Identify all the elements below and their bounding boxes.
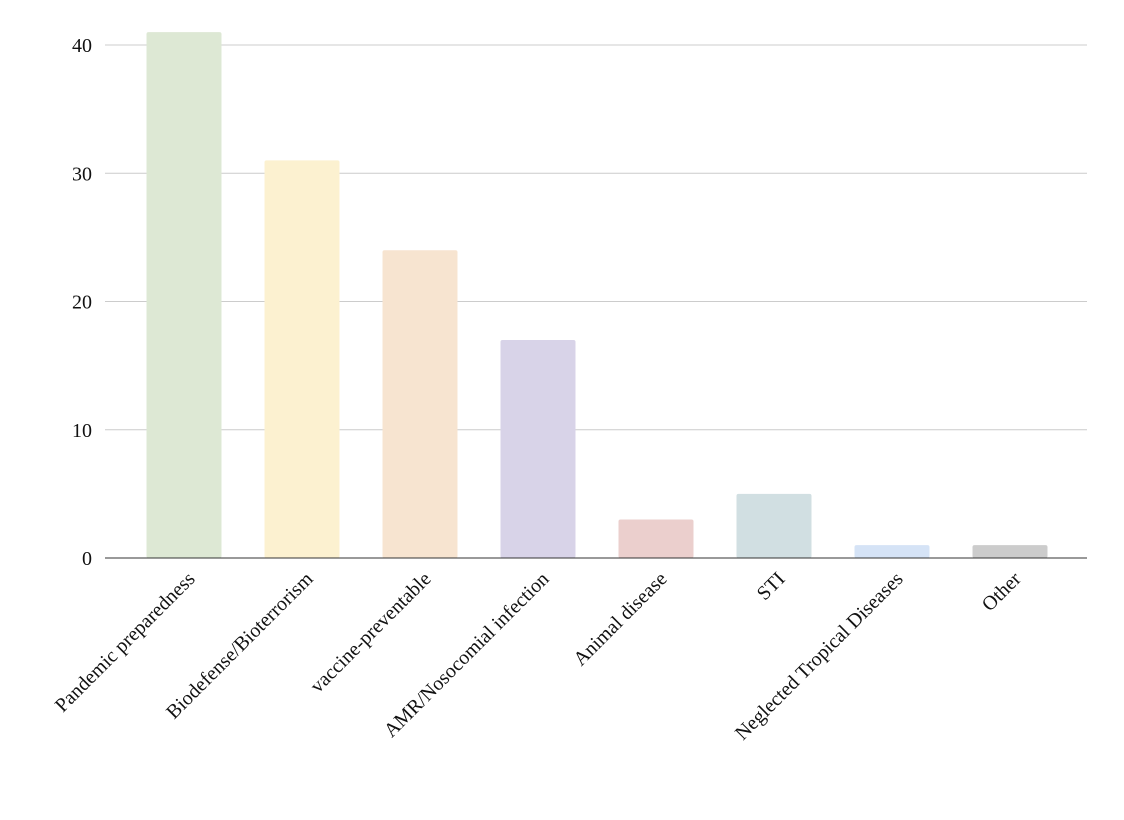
x-tick-label: Animal disease (569, 568, 671, 670)
bar (382, 250, 458, 558)
bar (972, 545, 1048, 558)
bar (500, 339, 576, 558)
x-tick-label: vaccine-preventable (306, 568, 435, 697)
bar (146, 32, 222, 559)
x-tick-label: STI (753, 568, 790, 605)
y-tick-label: 0 (82, 548, 92, 570)
bar (854, 545, 930, 558)
y-tick-label: 10 (72, 420, 92, 442)
y-tick-label: 20 (72, 292, 92, 314)
bar (618, 519, 694, 558)
y-tick-label: 40 (72, 35, 92, 57)
x-tick-label: Other (978, 568, 1026, 616)
y-tick-label: 30 (72, 163, 92, 185)
bar (736, 493, 812, 558)
bar (264, 160, 340, 559)
